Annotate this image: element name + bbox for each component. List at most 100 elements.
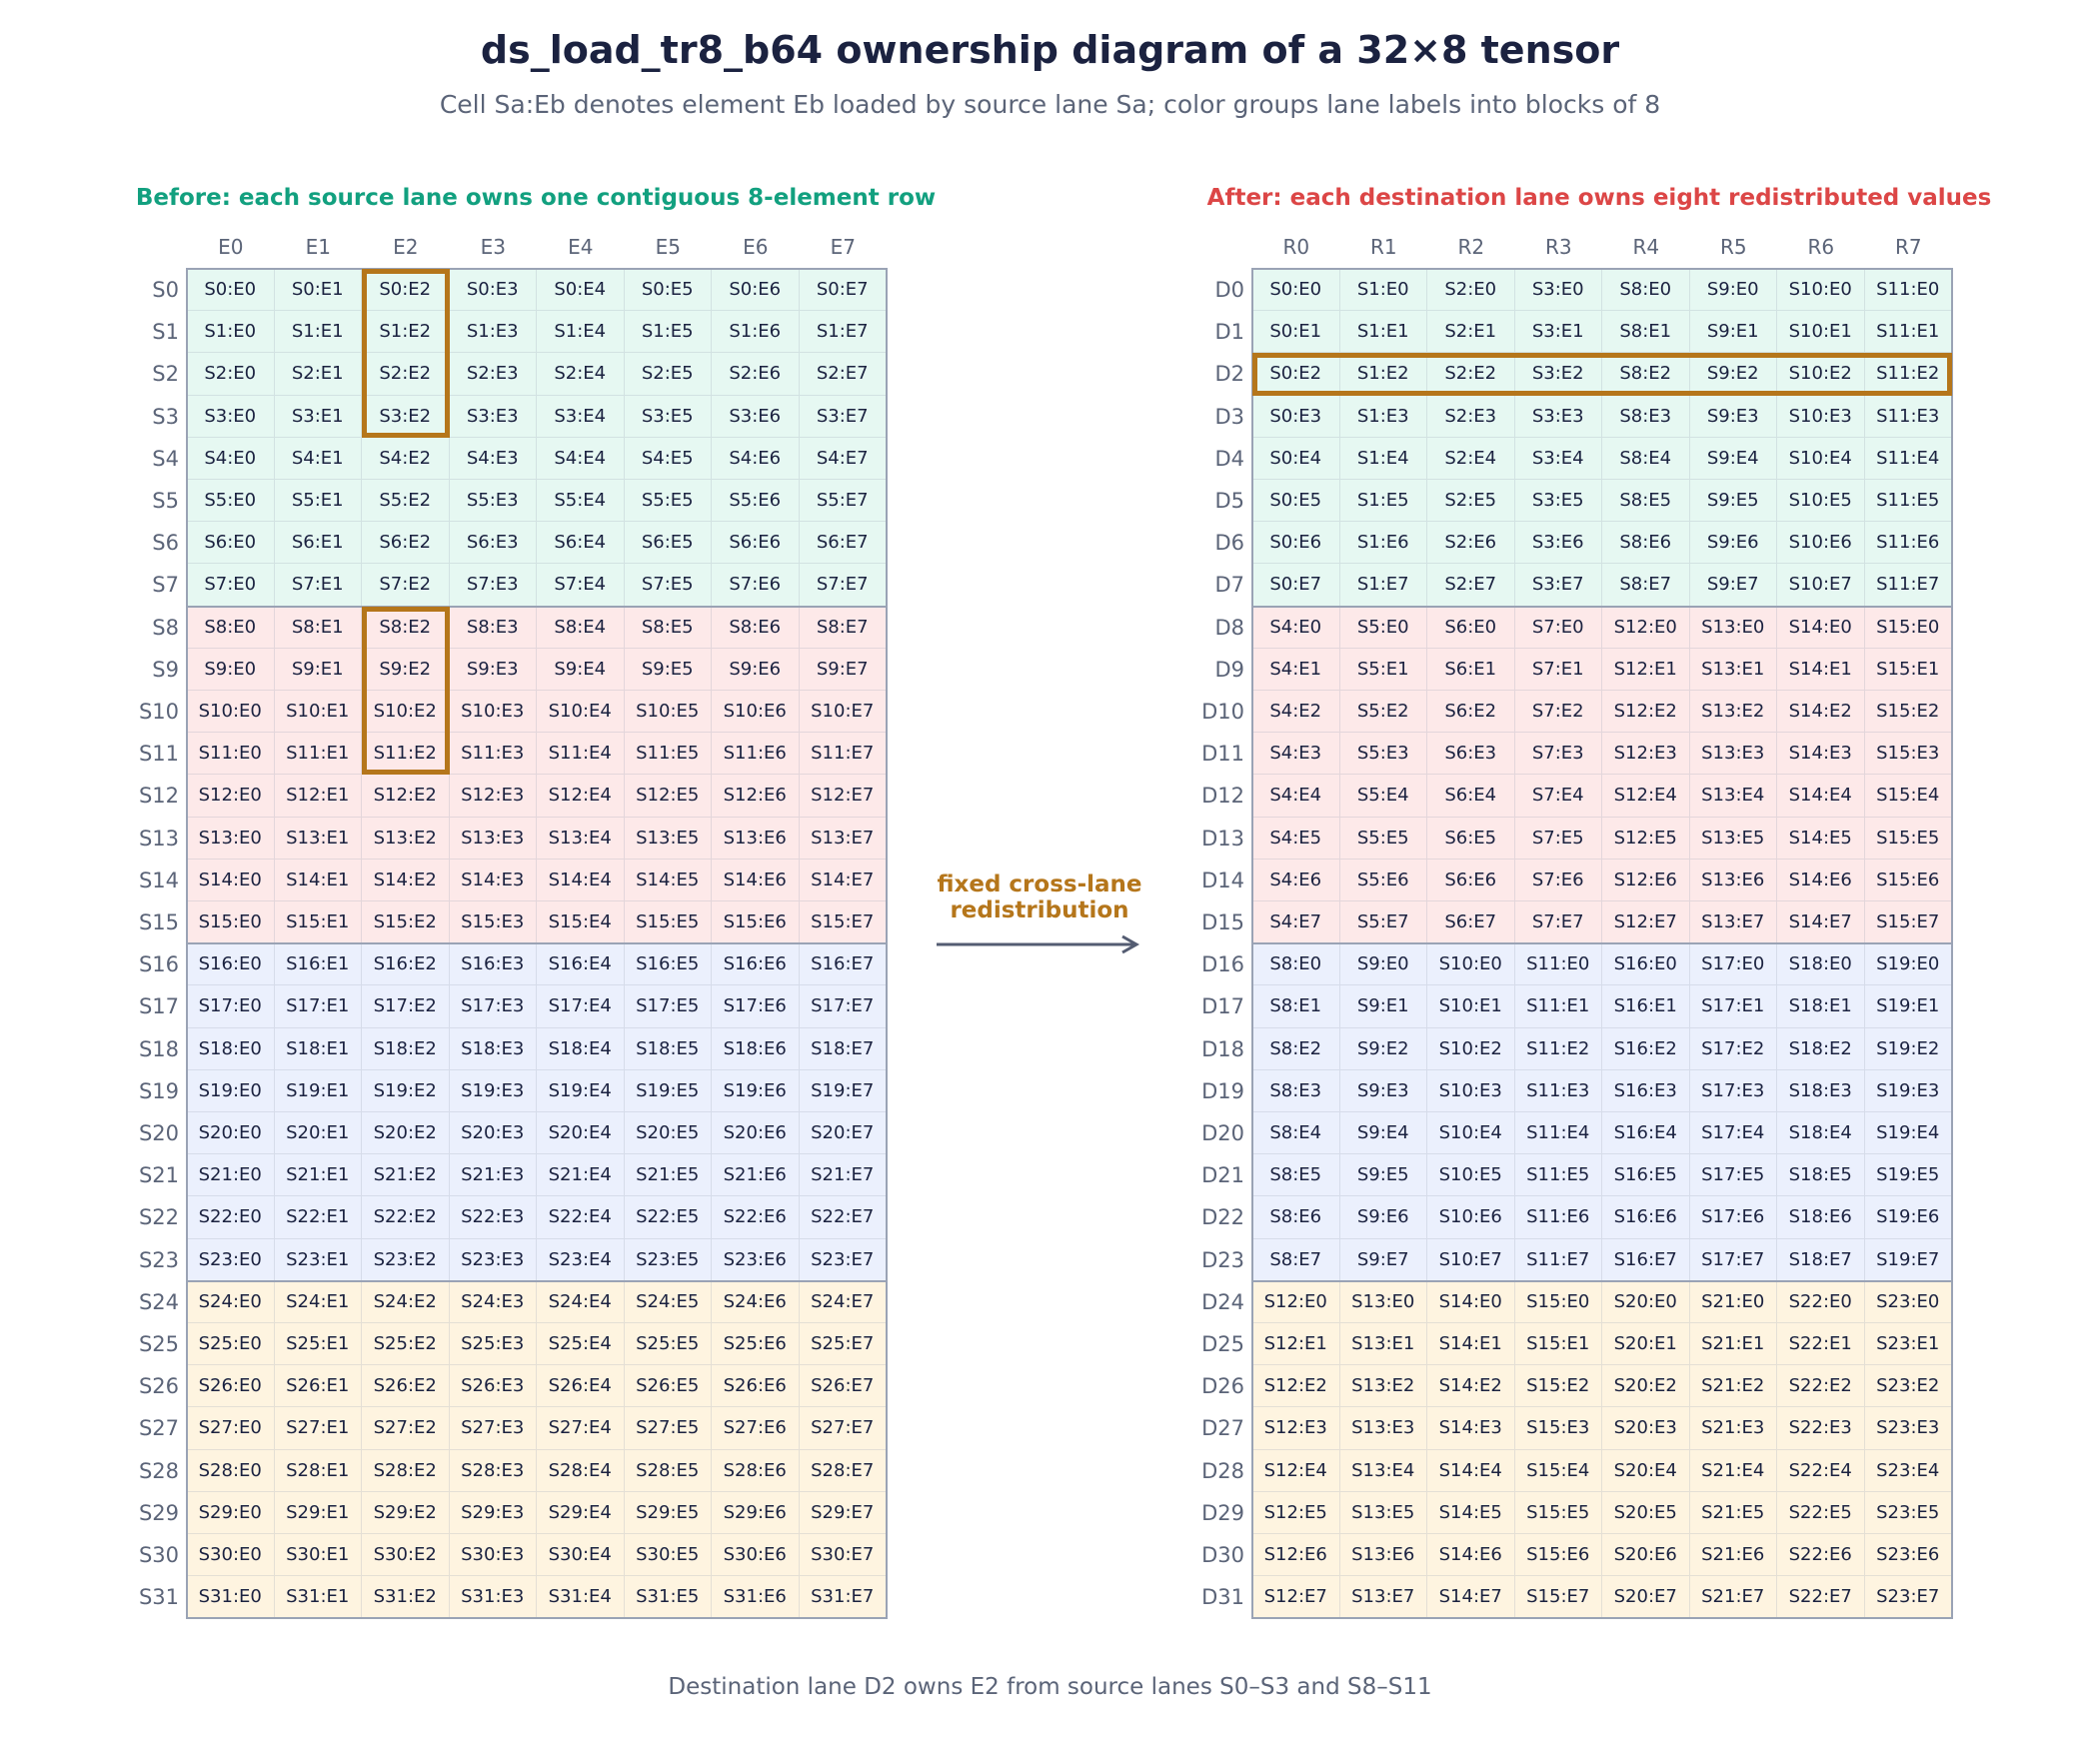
before-cell: S2:E1	[274, 353, 362, 396]
before-cell: S13:E4	[537, 817, 625, 860]
after-cell: S13:E5	[1689, 817, 1777, 860]
after-cell: S9:E4	[1339, 1112, 1427, 1155]
before-cell: S28:E6	[712, 1449, 800, 1492]
after-row-header: D19	[1201, 1078, 1244, 1103]
before-cell: S31:E2	[362, 1576, 450, 1619]
after-cell: S18:E7	[1777, 1238, 1865, 1281]
before-cell: S2:E0	[187, 353, 275, 396]
after-cell: S12:E7	[1602, 901, 1690, 944]
after-cell: S5:E2	[1339, 691, 1427, 734]
after-cell: S11:E5	[1864, 480, 1952, 523]
before-cell: S17:E4	[537, 985, 625, 1028]
before-cell: S17:E6	[712, 985, 800, 1028]
after-cell: S11:E7	[1864, 564, 1952, 607]
after-col-header: R7	[1894, 235, 1922, 259]
before-cell: S4:E7	[799, 437, 887, 480]
before-cell: S5:E3	[449, 480, 537, 523]
before-cell: S21:E7	[799, 1154, 887, 1197]
after-cell: S8:E7	[1252, 1238, 1340, 1281]
before-cell: S3:E2	[362, 395, 450, 438]
before-cell: S7:E4	[537, 564, 625, 607]
before-cell: S14:E0	[187, 859, 275, 901]
after-cell: S13:E0	[1689, 606, 1777, 649]
before-cell: S6:E1	[274, 522, 362, 565]
before-cell: S14:E1	[274, 859, 362, 901]
after-cell: S11:E5	[1514, 1154, 1602, 1197]
after-row-header: D25	[1201, 1332, 1244, 1356]
after-cell: S15:E3	[1514, 1407, 1602, 1450]
after-cell: S8:E6	[1252, 1196, 1340, 1239]
after-cell: S8:E5	[1602, 480, 1690, 523]
after-cell: S3:E5	[1514, 480, 1602, 523]
after-cell: S11:E3	[1514, 1069, 1602, 1112]
before-cell: S12:E4	[537, 775, 625, 818]
after-cell: S13:E0	[1339, 1280, 1427, 1323]
before-col-header: E7	[830, 235, 856, 259]
after-cell: S21:E3	[1689, 1407, 1777, 1450]
before-cell: S7:E2	[362, 564, 450, 607]
before-cell: S14:E6	[712, 859, 800, 901]
before-cell: S17:E3	[449, 985, 537, 1028]
before-row-header: S15	[138, 910, 179, 934]
before-cell: S27:E1	[274, 1407, 362, 1450]
before-cell: S26:E0	[187, 1365, 275, 1408]
redistribution-label-line-2: redistribution	[950, 897, 1129, 923]
before-row-header: S3	[152, 404, 179, 429]
before-panel-title: Before: each source lane owns one contig…	[135, 185, 937, 211]
after-cell: S1:E1	[1339, 311, 1427, 354]
before-cell: S7:E5	[624, 564, 712, 607]
before-cell: S6:E7	[799, 522, 887, 565]
before-cell: S27:E2	[362, 1407, 450, 1450]
before-cell: S26:E5	[624, 1365, 712, 1408]
before-cell: S14:E7	[799, 859, 887, 901]
after-row-header: D22	[1201, 1205, 1244, 1230]
after-cell: S14:E7	[1427, 1576, 1515, 1619]
after-row-header: D3	[1214, 404, 1244, 429]
after-cell: S12:E1	[1602, 648, 1690, 691]
before-cell: S13:E0	[187, 817, 275, 860]
before-cell: S15:E1	[274, 901, 362, 944]
after-row-header: D15	[1201, 910, 1244, 934]
after-cell: S9:E6	[1339, 1196, 1427, 1239]
after-group-separator	[1252, 605, 1952, 608]
before-cell: S15:E6	[712, 901, 800, 944]
before-cell: S7:E7	[799, 564, 887, 607]
after-cell: S10:E7	[1777, 564, 1865, 607]
before-cell: S12:E7	[799, 775, 887, 818]
before-cell: S31:E5	[624, 1576, 712, 1619]
after-cell: S10:E0	[1777, 269, 1865, 312]
after-cell: S10:E2	[1427, 1027, 1515, 1070]
after-row-header: D21	[1201, 1163, 1244, 1188]
before-cell: S7:E3	[449, 564, 537, 607]
before-cell: S9:E3	[449, 648, 537, 691]
after-cell: S15:E1	[1864, 648, 1952, 691]
before-row-header: S6	[152, 531, 179, 556]
before-cell: S4:E4	[537, 437, 625, 480]
after-row-header: D20	[1201, 1121, 1244, 1145]
after-cell: S4:E1	[1252, 648, 1340, 691]
after-cell: S14:E0	[1777, 606, 1865, 649]
after-cell: S22:E4	[1777, 1449, 1865, 1492]
after-cell: S20:E4	[1602, 1449, 1690, 1492]
before-cell: S10:E6	[712, 691, 800, 734]
after-cell: S13:E5	[1339, 1491, 1427, 1534]
after-cell: S12:E6	[1602, 859, 1690, 901]
after-cell: S7:E6	[1514, 859, 1602, 901]
before-cell: S8:E0	[187, 606, 275, 649]
before-cell: S16:E3	[449, 943, 537, 986]
after-col-header: R1	[1369, 235, 1397, 259]
after-cell: S10:E5	[1777, 480, 1865, 523]
before-row-header: S17	[138, 994, 179, 1019]
after-cell: S11:E6	[1864, 522, 1952, 565]
before-cell: S20:E3	[449, 1112, 537, 1155]
before-cell: S4:E5	[624, 437, 712, 480]
after-cell: S9:E4	[1689, 437, 1777, 480]
after-cell: S20:E0	[1602, 1280, 1690, 1323]
before-cell: S19:E4	[537, 1069, 625, 1112]
before-cell: S1:E1	[274, 311, 362, 354]
after-cell: S4:E2	[1252, 691, 1340, 734]
after-row-header: D14	[1201, 868, 1244, 892]
before-cell: S2:E6	[712, 353, 800, 396]
after-cell: S13:E4	[1339, 1449, 1427, 1492]
after-cell: S11:E0	[1864, 269, 1952, 312]
